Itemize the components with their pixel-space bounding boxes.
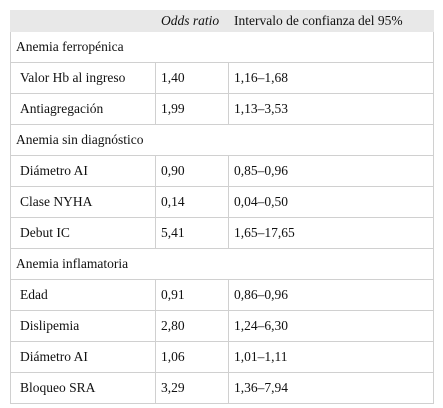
data-row: Debut IC 5,41 1,65–17,65: [10, 217, 434, 249]
results-table: Odds ratio Intervalo de confianza del 95…: [10, 10, 434, 404]
odds-ratio-cell: 1,06: [155, 341, 229, 373]
data-row: Antiagregación 1,99 1,13–3,53: [10, 93, 434, 125]
data-row: Valor Hb al ingreso 1,40 1,16–1,68: [10, 62, 434, 94]
data-row: Dislipemia 2,80 1,24–6,30: [10, 310, 434, 342]
ci-cell: 1,13–3,53: [228, 93, 434, 125]
variable-cell: Clase NYHA: [10, 186, 156, 218]
ci-cell: 1,16–1,68: [228, 62, 434, 94]
ci-cell: 0,04–0,50: [228, 186, 434, 218]
data-row: Diámetro AI 0,90 0,85–0,96: [10, 155, 434, 187]
table-body: Anemia ferropénica Valor Hb al ingreso 1,4…: [10, 31, 434, 404]
odds-ratio-cell: 1,99: [155, 93, 229, 125]
section-row: Anemia inflamatoria: [10, 248, 434, 280]
ci-cell: 1,65–17,65: [228, 217, 434, 249]
variable-cell: Bloqueo SRA: [10, 372, 156, 404]
variable-cell: Dislipemia: [10, 310, 156, 342]
odds-ratio-cell: 0,14: [155, 186, 229, 218]
odds-ratio-cell: 1,40: [155, 62, 229, 94]
table-header: Odds ratio Intervalo de confianza del 95…: [10, 10, 434, 32]
ci-cell: 1,36–7,94: [228, 372, 434, 404]
variable-cell: Diámetro AI: [10, 341, 156, 373]
data-row: Edad 0,91 0,86–0,96: [10, 279, 434, 311]
odds-ratio-cell: 0,90: [155, 155, 229, 187]
section-title: Anemia inflamatoria: [10, 248, 434, 280]
header-cell: Odds ratio: [155, 10, 229, 32]
odds-ratio-cell: 3,29: [155, 372, 229, 404]
odds-ratio-cell: 2,80: [155, 310, 229, 342]
variable-cell: Edad: [10, 279, 156, 311]
variable-cell: Debut IC: [10, 217, 156, 249]
header-row: Odds ratio Intervalo de confianza del 95…: [10, 10, 434, 32]
section-title: Anemia ferropénica: [10, 31, 434, 63]
variable-cell: Diámetro AI: [10, 155, 156, 187]
data-row: Bloqueo SRA 3,29 1,36–7,94: [10, 372, 434, 404]
odds-ratio-cell: 5,41: [155, 217, 229, 249]
variable-cell: Valor Hb al ingreso: [10, 62, 156, 94]
section-row: Anemia sin diagnóstico: [10, 124, 434, 156]
header-cell: [10, 10, 156, 32]
variable-cell: Antiagregación: [10, 93, 156, 125]
ci-cell: 0,86–0,96: [228, 279, 434, 311]
odds-ratio-cell: 0,91: [155, 279, 229, 311]
section-title: Anemia sin diagnóstico: [10, 124, 434, 156]
header-cell: Intervalo de confianza del 95%: [228, 10, 434, 32]
ci-cell: 1,24–6,30: [228, 310, 434, 342]
ci-cell: 1,01–1,11: [228, 341, 434, 373]
section-row: Anemia ferropénica: [10, 31, 434, 63]
data-row: Diámetro AI 1,06 1,01–1,11: [10, 341, 434, 373]
data-row: Clase NYHA 0,14 0,04–0,50: [10, 186, 434, 218]
ci-cell: 0,85–0,96: [228, 155, 434, 187]
